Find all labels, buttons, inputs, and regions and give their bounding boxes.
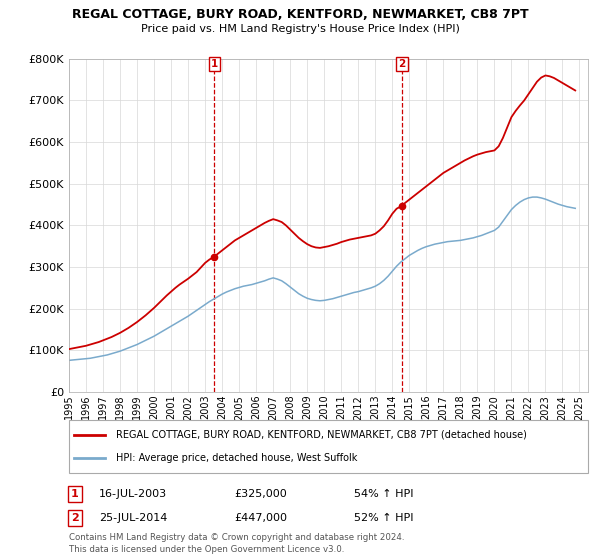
Text: Contains HM Land Registry data © Crown copyright and database right 2024.: Contains HM Land Registry data © Crown c… [69,533,404,542]
Text: 2: 2 [71,513,79,523]
Text: 1: 1 [211,59,218,69]
Text: 54% ↑ HPI: 54% ↑ HPI [354,489,413,499]
Text: £447,000: £447,000 [234,513,287,523]
Text: 1: 1 [71,489,79,499]
Text: HPI: Average price, detached house, West Suffolk: HPI: Average price, detached house, West… [116,453,357,463]
Text: 25-JUL-2014: 25-JUL-2014 [99,513,167,523]
Text: 52% ↑ HPI: 52% ↑ HPI [354,513,413,523]
Text: 2: 2 [398,59,406,69]
Text: REGAL COTTAGE, BURY ROAD, KENTFORD, NEWMARKET, CB8 7PT: REGAL COTTAGE, BURY ROAD, KENTFORD, NEWM… [71,8,529,21]
FancyBboxPatch shape [69,420,588,473]
Text: This data is licensed under the Open Government Licence v3.0.: This data is licensed under the Open Gov… [69,545,344,554]
Text: £325,000: £325,000 [234,489,287,499]
Text: 16-JUL-2003: 16-JUL-2003 [99,489,167,499]
Text: Price paid vs. HM Land Registry's House Price Index (HPI): Price paid vs. HM Land Registry's House … [140,24,460,34]
Text: REGAL COTTAGE, BURY ROAD, KENTFORD, NEWMARKET, CB8 7PT (detached house): REGAL COTTAGE, BURY ROAD, KENTFORD, NEWM… [116,430,527,440]
